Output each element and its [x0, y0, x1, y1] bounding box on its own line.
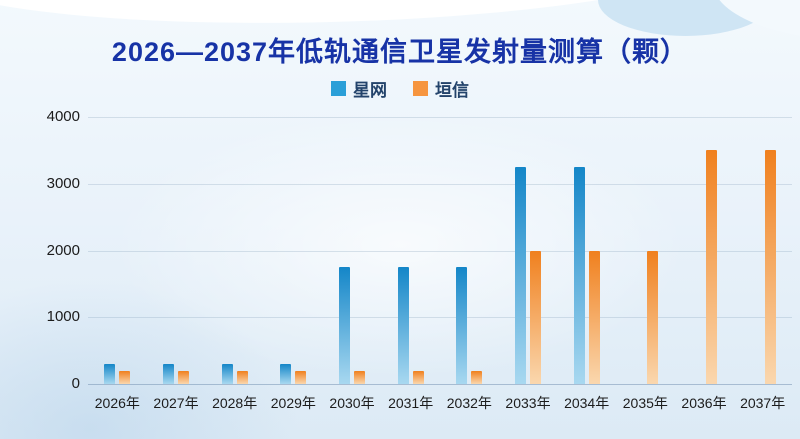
legend-swatch-xingwang [331, 81, 346, 96]
chart-title: 2026—2037年低轨通信卫星发射量测算（颗） [111, 37, 689, 67]
bar-yuanxin-2033 [530, 250, 541, 384]
bar-xingwang-2032 [456, 267, 468, 384]
bar-xingwang-2029 [280, 363, 292, 384]
bar-yuanxin-2028 [236, 370, 248, 384]
y-axis-label-2000: 2000 [46, 241, 80, 259]
background-corner-shade [0, 279, 300, 439]
y-axis-label-3000: 3000 [46, 174, 80, 192]
legend-swatch-yuanxin [413, 81, 428, 96]
x-axis-label-2032: 2032年 [446, 395, 492, 411]
bar-yuanxin-2029 [295, 370, 307, 384]
bar-yuanxin-2032 [471, 370, 483, 384]
bar-xingwang-2030 [339, 267, 350, 384]
x-axis-label-2027: 2027年 [153, 395, 199, 411]
bar-xingwang-2026 [104, 363, 116, 384]
y-axis-label-4000: 4000 [46, 108, 80, 125]
x-axis-label-2037: 2037年 [740, 395, 786, 411]
x-axis-label-2033: 2033年 [505, 395, 551, 411]
chart-legend: 星网 垣信 [0, 76, 800, 101]
x-axis-line [88, 384, 792, 385]
legend-item-xingwang: 星网 [331, 76, 387, 101]
bar-xingwang-2028 [221, 363, 233, 384]
bar-xingwang-2027 [163, 363, 174, 384]
bar-yuanxin-2027 [178, 370, 189, 384]
bar-xingwang-2031 [397, 267, 409, 384]
x-axis-label-2031: 2031年 [388, 395, 434, 411]
bar-yuanxin-2031 [412, 370, 424, 384]
bar-yuanxin-2030 [354, 370, 365, 384]
x-axis-label-2035: 2035年 [622, 395, 668, 411]
bar-yuanxin-2035 [647, 250, 659, 384]
bar-xingwang-2033 [515, 167, 526, 384]
x-axis-label-2026: 2026年 [94, 395, 140, 411]
bar-yuanxin-2037 [764, 150, 776, 384]
x-axis-label-2030: 2030年 [329, 395, 375, 411]
y-axis-label-0: 0 [71, 375, 80, 392]
bar-yuanxin-2034 [588, 250, 600, 384]
gridline-1000 [88, 317, 792, 319]
gridline-3000 [88, 183, 792, 185]
x-axis-label-2029: 2029年 [270, 395, 316, 411]
bar-yuanxin-2026 [119, 370, 131, 384]
x-axis-label-2036: 2036年 [681, 395, 727, 411]
gridline-4000 [88, 117, 792, 118]
legend-label-xingwang: 星网 [353, 81, 387, 100]
y-axis-label-1000: 1000 [46, 308, 80, 326]
bar-xingwang-2034 [573, 167, 585, 384]
gridline-2000 [88, 250, 792, 252]
legend-item-yuanxin: 垣信 [413, 76, 469, 101]
bar-yuanxin-2036 [706, 150, 717, 384]
legend-label-yuanxin: 垣信 [435, 81, 469, 100]
x-axis-label-2028: 2028年 [212, 395, 258, 411]
x-axis-label-2034: 2034年 [564, 395, 610, 411]
